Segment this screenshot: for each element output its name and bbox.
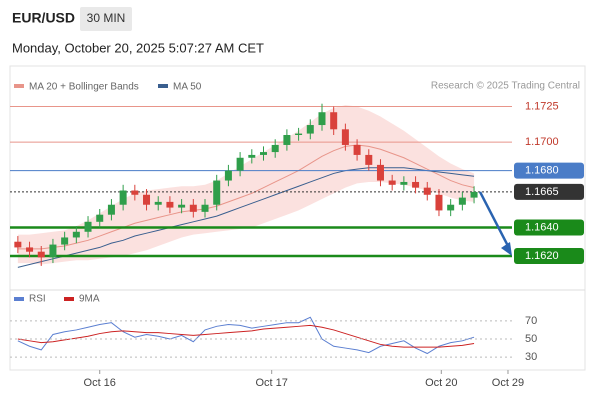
candle-body [201,204,209,212]
rsi-tick-label: 50 [525,333,537,345]
candle-body [470,191,478,198]
candle-body [435,194,443,211]
candle-body [353,144,361,155]
interval[interactable]: 30 MIN [87,11,126,25]
level-badge [514,219,584,236]
x-tick-label: Oct 29 [492,377,524,389]
ma50-line [17,167,475,268]
candle-body [84,221,92,232]
rsi-line [17,316,475,355]
level-label: 1.1665 [525,186,559,198]
candle-body [213,180,221,205]
candle-body [189,204,197,212]
level-label: 1.1640 [525,221,559,233]
legend-swatch [158,84,168,88]
candle-body [271,144,279,153]
rsi-tick-label: 70 [525,315,537,327]
candle-body [26,247,34,252]
legend-swatch [14,297,24,301]
datetime: Monday, October 20, 2025 5:07:27 AM CET [12,40,264,55]
candle-body [365,154,373,165]
candle-body [423,187,431,195]
interval-box[interactable] [80,7,132,31]
level-badge [514,162,584,179]
candle-body [96,214,104,222]
level-badge [514,183,584,200]
candle-body [388,180,396,185]
candle-body [447,204,455,211]
candle-body [143,194,151,205]
candle-body [318,112,326,126]
candle-body [330,112,338,130]
candle-body [306,125,314,134]
x-tick-label: Oct 16 [84,377,116,389]
candle-body [376,164,384,181]
candle-body [119,190,127,205]
ma20-line [17,144,475,250]
legend-label: RSI [29,294,46,305]
candle-body [260,152,267,155]
legend-swatch [14,84,24,88]
level-label: 1.1620 [525,250,559,262]
legend-label: MA 50 [173,82,202,93]
arrow-head [501,241,512,256]
level-label: 1.1700 [525,136,559,148]
level-badge [514,247,584,264]
candle-body [458,197,466,205]
candle-body [412,181,420,188]
legend-swatch [64,297,74,301]
candle-body [166,201,174,208]
candle-body [14,241,22,248]
rsi-tick-label: 30 [525,351,537,363]
candle-body [154,201,162,205]
level-label: 1.1725 [525,100,559,112]
symbol: EUR/USD [12,10,75,26]
candle-body [248,154,256,158]
level-label: 1.1680 [525,164,559,176]
candle-body [224,170,232,181]
x-tick-label: Oct 20 [425,377,457,389]
credit: Research © 2025 Trading Central [431,81,580,92]
candle-body [295,133,303,135]
legend-label: 9MA [79,294,100,305]
candle-body [283,135,291,145]
rsi-line [17,324,475,348]
candle-body [236,157,244,171]
candle-body [341,129,349,145]
candle-body [37,251,45,258]
panel-frame [9,65,586,371]
legend-label: MA 20 + Bollinger Bands [29,82,139,93]
candle-body [72,231,80,238]
candle-body [131,190,139,195]
candle-body [49,244,57,258]
candle-body [61,237,69,245]
candle-body [178,204,186,208]
forecast-arrow [478,191,511,249]
candle-body [107,204,115,215]
candle-body [400,181,408,185]
x-tick-label: Oct 17 [255,377,287,389]
